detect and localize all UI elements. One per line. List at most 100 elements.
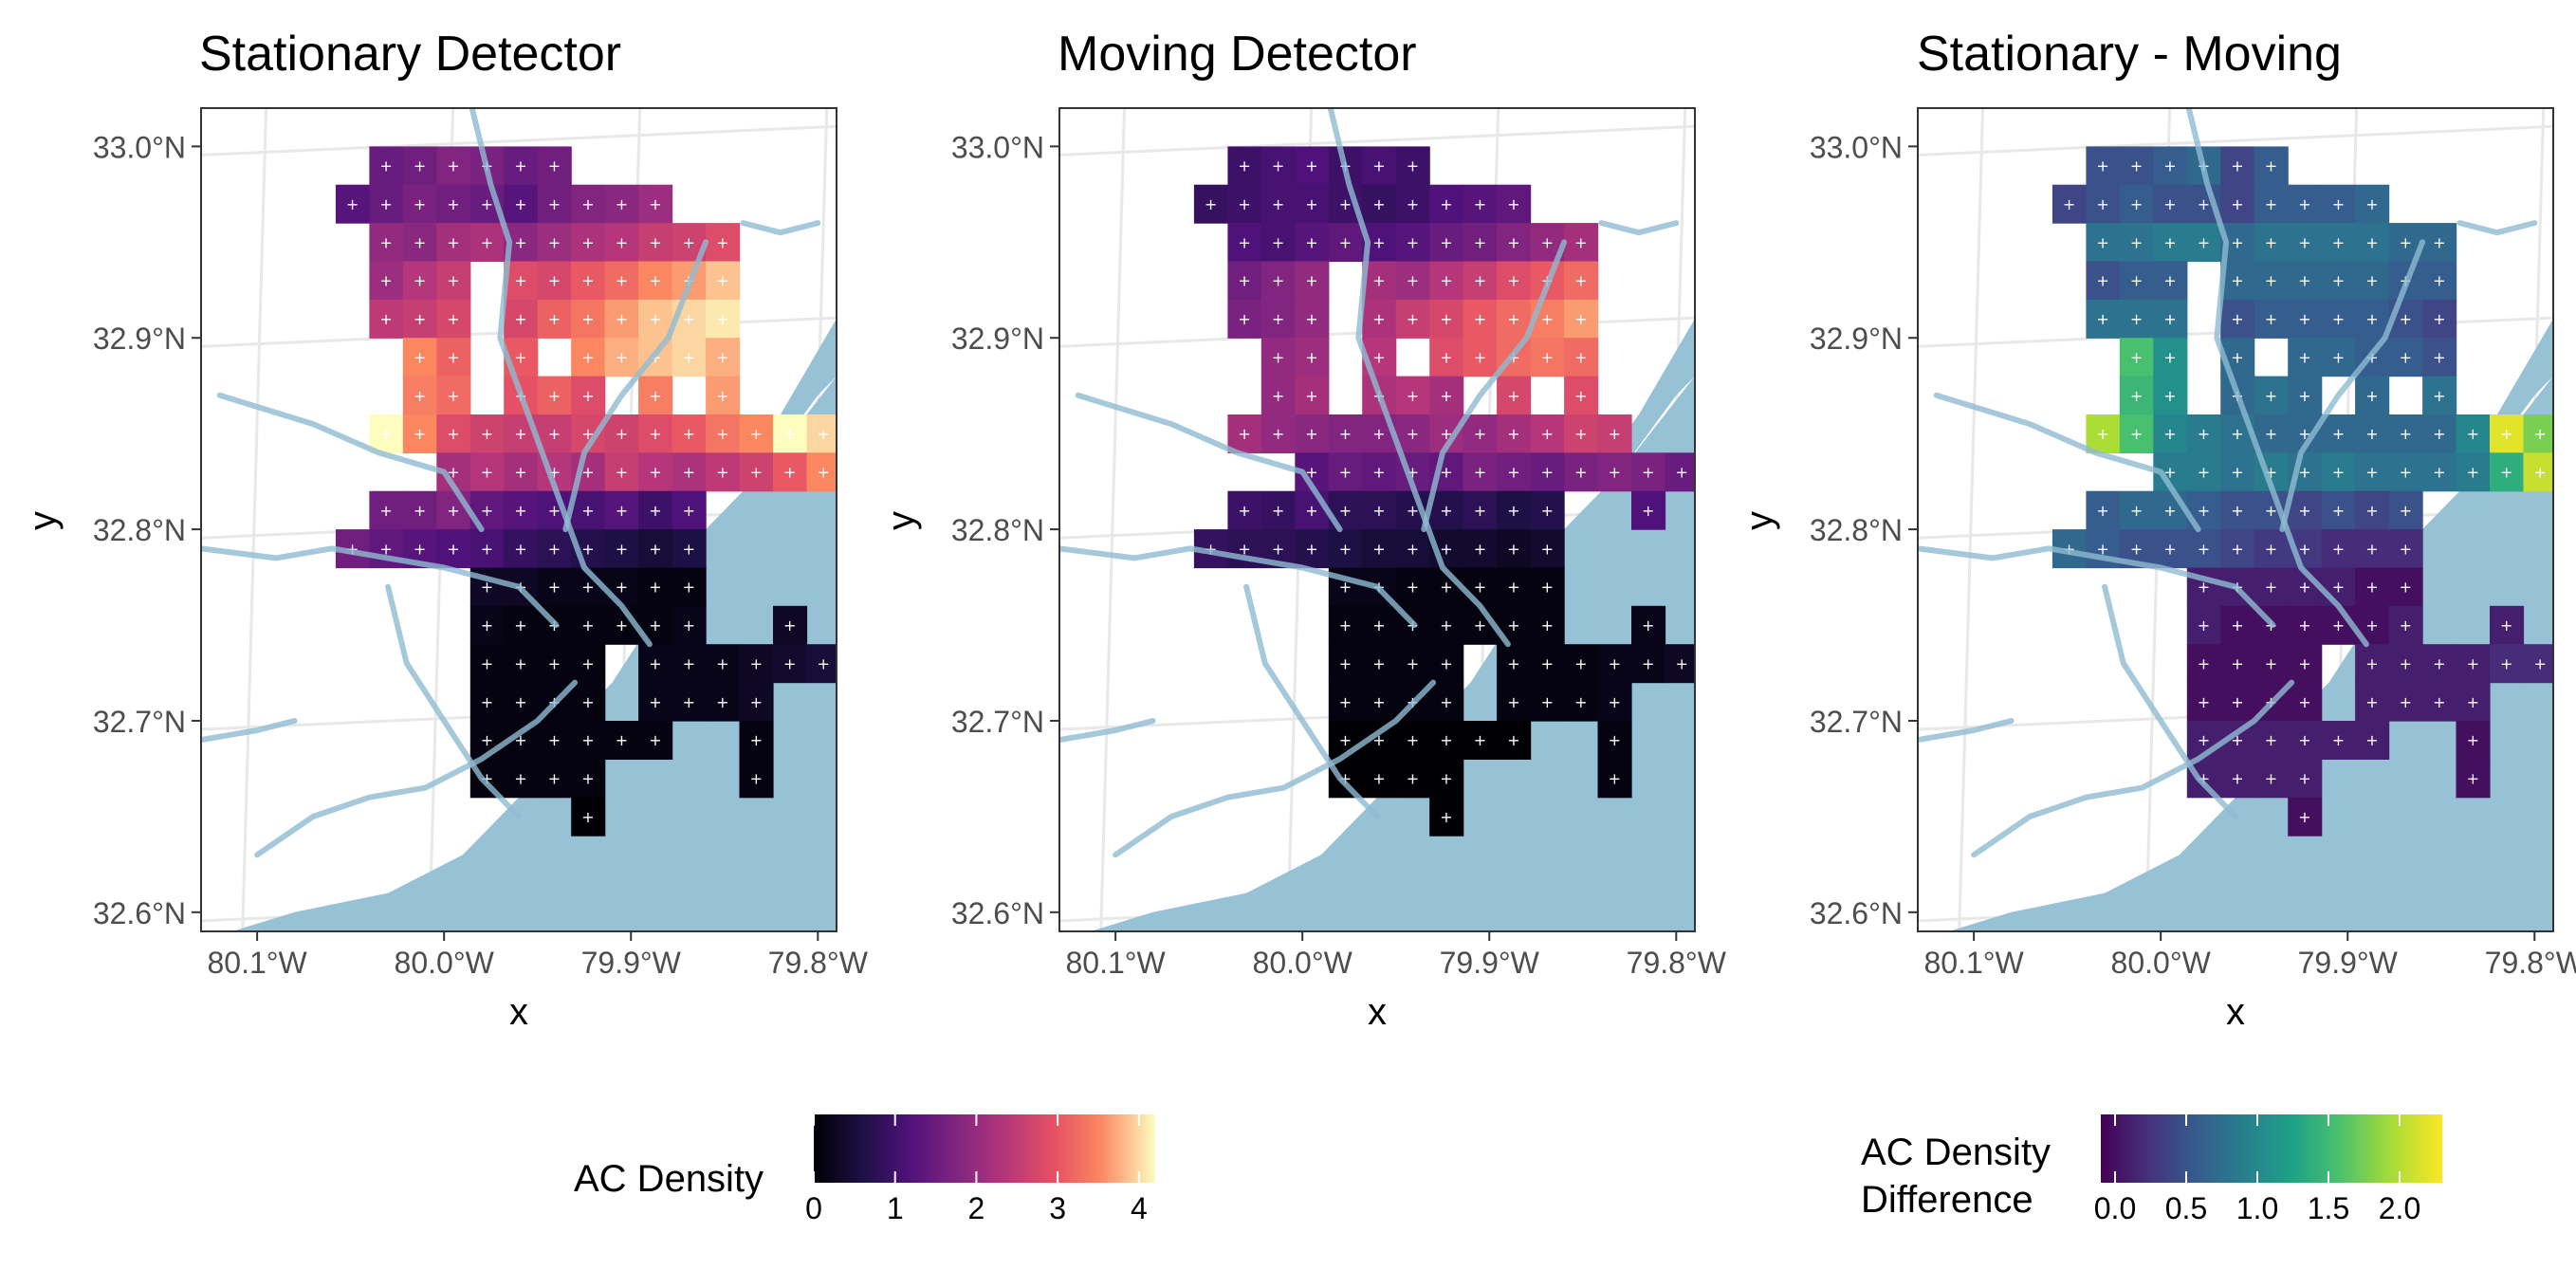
heatmap-cell — [1328, 452, 1363, 492]
receiver-marker: + — [2365, 502, 2378, 520]
receiver-marker: + — [1440, 310, 1452, 328]
receiver-marker: + — [1440, 348, 1452, 366]
receiver-marker: + — [716, 310, 728, 328]
receiver-marker: + — [1574, 348, 1587, 366]
heatmap-cell — [2321, 299, 2356, 339]
map-layer: + + + + + + + + + + + + + + + + + + + + + + + + + + + + + + + + + + + + + + + +… — [1059, 108, 1695, 931]
gridline-longitude — [241, 108, 268, 931]
heatmap-cell — [1295, 414, 1330, 453]
heatmap-cell — [2355, 184, 2390, 224]
receiver-marker: + — [2365, 425, 2378, 443]
receiver-marker: + — [2298, 233, 2310, 251]
heatmap-cell — [1395, 644, 1430, 684]
receiver-marker: + — [2231, 616, 2243, 635]
receiver-marker: + — [414, 502, 426, 520]
receiver-marker: + — [616, 310, 628, 328]
heatmap-cell — [2422, 414, 2457, 453]
heatmap-cell — [638, 261, 673, 301]
receiver-marker: + — [548, 387, 561, 405]
ocean — [1948, 376, 2553, 931]
receiver-marker: + — [2231, 310, 2243, 328]
heatmap-cell — [537, 721, 572, 760]
heatmap-cell — [537, 223, 572, 263]
receiver-marker: + — [514, 348, 526, 366]
receiver-marker: + — [2467, 464, 2479, 482]
heatmap-cell — [806, 452, 837, 492]
receiver-marker: + — [2231, 464, 2243, 482]
receiver-marker: + — [2433, 387, 2445, 405]
heatmap-cell — [537, 184, 572, 224]
heatmap-cell — [2086, 184, 2121, 224]
x-axis-label: x — [2226, 991, 2245, 1033]
receiver-marker: + — [1474, 731, 1486, 749]
heatmap-cell — [706, 376, 741, 415]
heatmap-cell — [706, 414, 741, 453]
receiver-marker: + — [2365, 310, 2378, 328]
heatmap-cell — [2288, 797, 2323, 837]
receiver-marker: + — [379, 310, 392, 328]
receiver-marker: + — [716, 272, 728, 290]
receiver-marker: + — [1407, 157, 1419, 175]
receiver-marker: + — [2332, 616, 2345, 635]
heatmap-cell — [436, 261, 471, 301]
receiver-marker: + — [2198, 425, 2210, 443]
receiver-marker: + — [1272, 502, 1284, 520]
receiver-marker: + — [481, 233, 493, 251]
receiver-marker: + — [379, 540, 392, 558]
receiver-marker: + — [2298, 693, 2310, 711]
receiver-marker: + — [649, 731, 661, 749]
x-axis-label: x — [1368, 991, 1387, 1033]
receiver-marker: + — [2298, 654, 2310, 672]
receiver-marker: + — [481, 540, 493, 558]
receiver-marker: + — [514, 540, 526, 558]
receiver-marker: + — [481, 654, 493, 672]
receiver-marker: + — [2163, 387, 2176, 405]
receiver-marker: + — [2163, 157, 2176, 175]
heatmap-cell — [2355, 721, 2390, 760]
heatmap-cell — [638, 223, 673, 263]
receiver-marker: + — [750, 770, 763, 788]
receiver-marker: + — [514, 464, 526, 482]
receiver-marker: + — [481, 616, 493, 635]
receiver-marker: + — [1574, 693, 1587, 711]
river — [469, 108, 653, 648]
receiver-marker: + — [2298, 502, 2310, 520]
y-tick-label: 32.9°N — [951, 322, 1044, 356]
heatmap-cell — [1295, 146, 1330, 186]
river — [1971, 679, 2295, 858]
heatmap-cell — [402, 338, 437, 377]
receiver-marker: + — [1372, 310, 1385, 328]
receiver-marker: + — [649, 425, 661, 443]
heatmap-cell — [2254, 644, 2289, 684]
y-axis: 32.6°N 32.7°N 32.8°N 32.9°N 33.0°N — [1810, 130, 1918, 930]
heatmap-cell — [672, 682, 707, 722]
receiver-marker: + — [1507, 310, 1519, 328]
heatmap-cell — [402, 490, 437, 530]
heatmap-cell — [1395, 146, 1430, 186]
receiver-marker: + — [1507, 387, 1519, 405]
receiver-marker: + — [1238, 272, 1250, 290]
y-axis-label: y — [880, 511, 922, 530]
river — [1421, 239, 1568, 533]
heatmap-cell — [2288, 490, 2323, 530]
heatmap-cell — [2388, 452, 2423, 492]
receiver-marker: + — [2265, 502, 2277, 520]
receiver-marker: + — [346, 195, 359, 213]
receiver-marker: + — [2231, 693, 2243, 711]
heatmap-cell — [1362, 490, 1397, 530]
heatmap-cell — [2523, 414, 2553, 453]
receiver-marker: + — [2400, 502, 2412, 520]
receiver-marker: + — [2265, 387, 2277, 405]
receiver-marker: + — [1272, 195, 1284, 213]
heatmap-cell — [1362, 682, 1397, 722]
panel-border — [1917, 107, 2554, 932]
river — [1327, 108, 1511, 648]
receiver-marker: + — [2130, 502, 2143, 520]
receiver-marker: + — [716, 693, 728, 711]
heatmap-cell — [2355, 452, 2390, 492]
heatmap-cell — [436, 146, 471, 186]
heatmap-cell — [2220, 644, 2255, 684]
receiver-marker: + — [1372, 502, 1385, 520]
heatmap-cell — [2288, 605, 2323, 645]
receiver-marker: + — [1440, 693, 1452, 711]
